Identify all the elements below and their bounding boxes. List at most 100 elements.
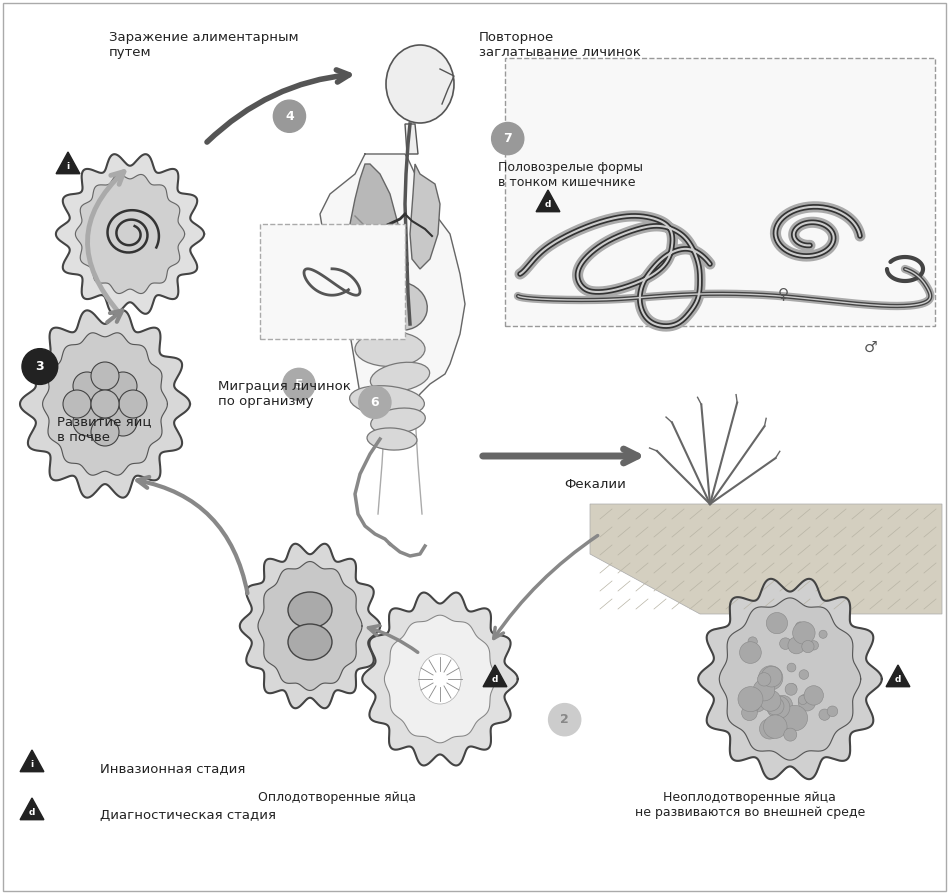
Ellipse shape — [349, 385, 424, 417]
Circle shape — [804, 686, 824, 705]
Ellipse shape — [370, 362, 430, 392]
Ellipse shape — [386, 45, 454, 123]
Polygon shape — [56, 154, 204, 314]
Polygon shape — [536, 190, 560, 212]
Polygon shape — [590, 504, 942, 614]
Polygon shape — [384, 615, 495, 743]
Polygon shape — [75, 174, 185, 293]
Text: Неоплодотворенные яйца
не развиваются во внешней среде: Неоплодотворенные яйца не развиваются во… — [635, 791, 865, 819]
Text: 2: 2 — [560, 713, 569, 726]
Circle shape — [782, 705, 808, 730]
Ellipse shape — [288, 592, 332, 628]
Text: Развитие яиц
в почве: Развитие яиц в почве — [57, 416, 152, 443]
Circle shape — [760, 690, 781, 712]
Circle shape — [754, 679, 774, 701]
Circle shape — [109, 372, 137, 400]
Circle shape — [739, 642, 761, 663]
Circle shape — [792, 621, 815, 645]
Text: Миграция личинок
по организму: Миграция личинок по организму — [218, 380, 351, 408]
Polygon shape — [886, 665, 910, 687]
Circle shape — [766, 697, 784, 715]
Circle shape — [796, 623, 812, 639]
Text: Половозрелые формы
в тонком кишечнике: Половозрелые формы в тонком кишечнике — [498, 161, 643, 189]
Polygon shape — [363, 593, 518, 765]
Polygon shape — [56, 152, 80, 173]
Polygon shape — [43, 333, 167, 476]
Circle shape — [798, 694, 815, 711]
Polygon shape — [320, 154, 465, 414]
Circle shape — [795, 716, 806, 727]
Polygon shape — [410, 164, 440, 269]
Circle shape — [775, 717, 792, 734]
Polygon shape — [20, 310, 190, 498]
Circle shape — [795, 622, 805, 631]
Polygon shape — [348, 164, 400, 289]
Text: ♂: ♂ — [864, 340, 877, 355]
Polygon shape — [405, 124, 418, 154]
Circle shape — [819, 630, 828, 638]
Circle shape — [761, 666, 782, 687]
Circle shape — [809, 641, 818, 650]
Polygon shape — [483, 665, 507, 687]
Text: 7: 7 — [503, 132, 512, 145]
Circle shape — [785, 683, 797, 696]
Circle shape — [119, 390, 147, 418]
Text: Фекалии: Фекалии — [565, 478, 626, 492]
Circle shape — [788, 684, 796, 692]
Circle shape — [767, 696, 790, 719]
Text: Инвазионная стадия: Инвазионная стадия — [100, 762, 245, 775]
Circle shape — [359, 386, 391, 418]
Text: 3: 3 — [35, 360, 45, 373]
Text: 6: 6 — [370, 396, 380, 409]
Text: d: d — [28, 808, 35, 817]
Text: 4: 4 — [285, 110, 294, 122]
Circle shape — [788, 637, 805, 654]
Circle shape — [73, 372, 101, 400]
Text: d: d — [492, 675, 498, 684]
Circle shape — [767, 612, 788, 634]
Circle shape — [91, 362, 119, 390]
Circle shape — [22, 349, 58, 384]
Polygon shape — [240, 544, 381, 708]
Text: d: d — [545, 200, 551, 209]
Polygon shape — [20, 798, 44, 820]
Circle shape — [819, 709, 830, 721]
Bar — [505, 58, 935, 326]
Circle shape — [798, 696, 808, 704]
Text: i: i — [30, 760, 33, 769]
Ellipse shape — [419, 654, 461, 704]
Circle shape — [745, 697, 760, 713]
Text: Оплодотворенные яйца: Оплодотворенные яйца — [258, 791, 416, 805]
Circle shape — [73, 408, 101, 436]
Circle shape — [549, 704, 581, 736]
Circle shape — [748, 637, 757, 646]
Polygon shape — [698, 578, 882, 780]
Circle shape — [741, 704, 757, 721]
Text: Повторное
заглатывание личинок: Повторное заглатывание личинок — [479, 31, 642, 59]
Text: 5: 5 — [294, 378, 304, 391]
Circle shape — [799, 670, 809, 679]
Circle shape — [759, 719, 780, 739]
Circle shape — [787, 663, 796, 672]
Ellipse shape — [367, 428, 417, 450]
Circle shape — [828, 706, 838, 717]
Circle shape — [273, 100, 306, 132]
Circle shape — [758, 666, 783, 690]
Text: Заражение алиментарным
путем: Заражение алиментарным путем — [109, 31, 299, 59]
Circle shape — [780, 637, 791, 649]
Circle shape — [757, 672, 771, 686]
Text: d: d — [895, 675, 902, 684]
Circle shape — [91, 390, 119, 418]
Text: Диагностическая стадия: Диагностическая стадия — [100, 809, 275, 822]
Circle shape — [802, 640, 814, 653]
Polygon shape — [20, 750, 44, 772]
Polygon shape — [258, 561, 362, 690]
Ellipse shape — [373, 282, 427, 330]
Circle shape — [796, 715, 806, 724]
Ellipse shape — [371, 408, 425, 434]
Circle shape — [109, 408, 137, 436]
Circle shape — [764, 715, 787, 738]
Text: ♀: ♀ — [778, 286, 790, 301]
Circle shape — [784, 728, 797, 741]
Circle shape — [773, 696, 792, 714]
